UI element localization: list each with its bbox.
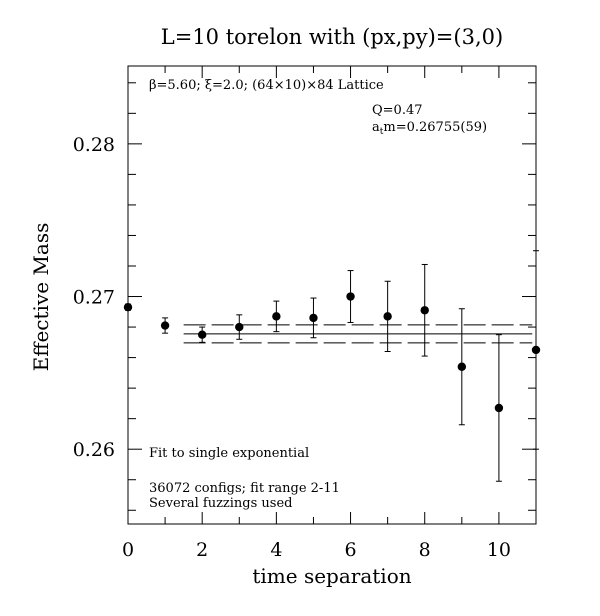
- x-tick-label: 8: [419, 539, 431, 561]
- data-point-group: [531, 250, 541, 450]
- data-point: [383, 312, 392, 321]
- axis-ticks: [127, 66, 537, 524]
- data-point: [420, 306, 429, 315]
- fuzzings-annotation: Several fuzzings used: [149, 496, 293, 511]
- data-point: [197, 330, 207, 339]
- y-tick-label: 0.28: [73, 134, 115, 156]
- fit-mass-annotation: atm=0.26755(59): [372, 120, 487, 137]
- data-point: [309, 313, 318, 323]
- data-point: [160, 321, 170, 330]
- data-point: [235, 322, 244, 332]
- data-point-group: [383, 280, 392, 352]
- fit-type-annotation: Fit to single exponential: [149, 446, 309, 461]
- data-point-group: [457, 308, 467, 426]
- data-point: [494, 403, 504, 413]
- x-tick-label: 4: [270, 539, 282, 561]
- x-tick-label: 10: [487, 539, 511, 561]
- data-point: [531, 345, 541, 355]
- y-tick-label: 0.27: [73, 287, 115, 309]
- x-tick-label: 0: [122, 539, 134, 561]
- data-point: [346, 292, 355, 301]
- configs-annotation: 36072 configs; fit range 2-11: [149, 481, 340, 496]
- lattice-annotation: β=5.60; ξ=2.0; (64×10)×84 Lattice: [149, 78, 384, 93]
- y-axis-label: Effective Mass: [29, 223, 53, 372]
- data-point-group: [494, 334, 504, 482]
- chart-title: L=10 torelon with (px,py)=(3,0): [161, 25, 503, 49]
- data-point-group: [123, 303, 133, 312]
- data-point: [272, 312, 281, 321]
- y-tick-label: 0.26: [73, 439, 115, 461]
- tick-labels: 0 2 4 6 8 10 0.26 0.27 0.28: [73, 134, 511, 561]
- data-point-group: [309, 297, 318, 339]
- q-value-annotation: Q=0.47: [372, 103, 423, 118]
- data-points: [123, 250, 541, 482]
- x-tick-label: 2: [196, 539, 208, 561]
- data-point-group: [272, 300, 281, 333]
- data-point: [123, 303, 133, 312]
- data-point-group: [235, 314, 244, 340]
- x-tick-label: 6: [344, 539, 356, 561]
- data-point: [457, 362, 467, 371]
- x-axis-label: time separation: [252, 564, 411, 588]
- data-point-group: [420, 263, 429, 357]
- data-point-group: [160, 317, 170, 334]
- data-point-group: [197, 326, 207, 343]
- data-point-group: [346, 270, 355, 323]
